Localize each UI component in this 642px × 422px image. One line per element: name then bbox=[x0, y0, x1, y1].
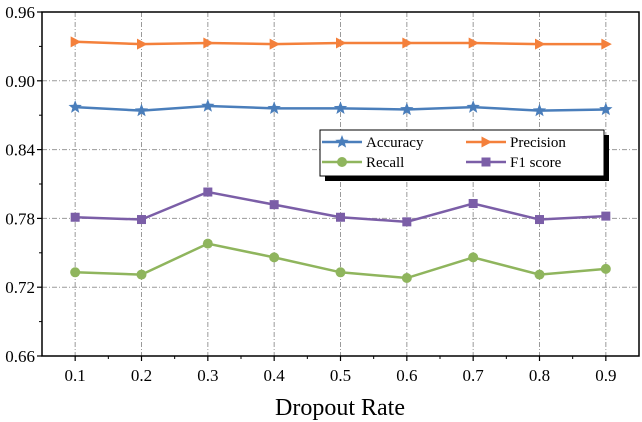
data-point bbox=[137, 38, 148, 50]
x-axis-title: Dropout Rate bbox=[275, 395, 405, 421]
data-point bbox=[70, 36, 82, 48]
y-tick-label: 0.66 bbox=[5, 347, 35, 366]
data-point bbox=[601, 38, 612, 50]
data-point bbox=[70, 212, 80, 222]
data-point bbox=[535, 38, 546, 50]
series-recall bbox=[70, 238, 611, 284]
legend-item: Accuracy bbox=[322, 135, 424, 151]
data-point bbox=[70, 267, 81, 278]
legend-marker bbox=[335, 135, 349, 148]
data-point bbox=[468, 198, 478, 208]
series-lines bbox=[68, 36, 613, 284]
data-point bbox=[203, 187, 213, 197]
data-point bbox=[468, 252, 479, 263]
data-point bbox=[202, 238, 213, 249]
data-point bbox=[333, 101, 348, 114]
data-point bbox=[336, 212, 345, 222]
data-point bbox=[534, 269, 545, 280]
legend-marker bbox=[337, 157, 347, 167]
data-point bbox=[136, 269, 147, 280]
series-f1-score bbox=[70, 187, 611, 227]
data-point bbox=[336, 37, 347, 49]
x-tick-label: 0.7 bbox=[463, 366, 485, 385]
data-point bbox=[468, 37, 480, 49]
data-point bbox=[201, 99, 215, 112]
data-point bbox=[203, 37, 214, 49]
data-point bbox=[601, 211, 611, 221]
legend-box bbox=[319, 129, 605, 177]
data-point bbox=[269, 38, 281, 50]
data-point bbox=[400, 102, 414, 116]
data-point bbox=[402, 217, 412, 227]
legend: Accuracy Precision Recall F1 score bbox=[319, 129, 609, 181]
axes: 0.66 0.72 0.78 0.84 0.90 0.96 0.1 0.2 0.3 0.4 0.5 0… bbox=[5, 3, 616, 385]
data-point bbox=[335, 267, 346, 278]
x-tick-label: 0.1 bbox=[65, 366, 86, 385]
data-point bbox=[401, 273, 412, 284]
data-point bbox=[137, 215, 146, 225]
x-tick-label: 0.5 bbox=[330, 366, 351, 385]
y-tick-label: 0.84 bbox=[5, 141, 35, 160]
x-tick-label: 0.4 bbox=[264, 366, 286, 385]
data-point bbox=[402, 37, 413, 49]
x-tick-label: 0.9 bbox=[595, 366, 616, 385]
legend-label: Accuracy bbox=[366, 135, 424, 151]
y-tick-label: 0.96 bbox=[5, 3, 35, 22]
data-point bbox=[532, 103, 547, 117]
data-point bbox=[134, 103, 149, 117]
legend-item: Precision bbox=[466, 135, 566, 151]
data-point bbox=[599, 102, 613, 116]
x-tick-label: 0.8 bbox=[529, 366, 550, 385]
y-tick-label: 0.78 bbox=[5, 209, 35, 228]
data-point bbox=[267, 101, 281, 114]
x-tick-label: 0.2 bbox=[131, 366, 152, 385]
legend-label: F1 score bbox=[510, 155, 562, 171]
legend-marker bbox=[481, 157, 491, 167]
y-tick-label: 0.90 bbox=[5, 72, 35, 91]
y-tick-label: 0.72 bbox=[5, 278, 35, 297]
data-point bbox=[466, 100, 480, 113]
legend-label: Precision bbox=[510, 135, 566, 151]
data-point bbox=[535, 215, 544, 225]
legend-item: F1 score bbox=[466, 155, 562, 171]
data-point bbox=[600, 263, 611, 274]
legend-label: Recall bbox=[366, 155, 404, 171]
data-point bbox=[269, 200, 279, 210]
series-accuracy bbox=[68, 99, 613, 117]
series-precision bbox=[70, 36, 612, 50]
data-point bbox=[269, 252, 280, 263]
legend-marker bbox=[481, 136, 492, 148]
x-tick-label: 0.3 bbox=[197, 366, 218, 385]
legend-item: Recall bbox=[322, 155, 404, 171]
x-tick-label: 0.6 bbox=[396, 366, 417, 385]
data-point bbox=[68, 100, 82, 113]
